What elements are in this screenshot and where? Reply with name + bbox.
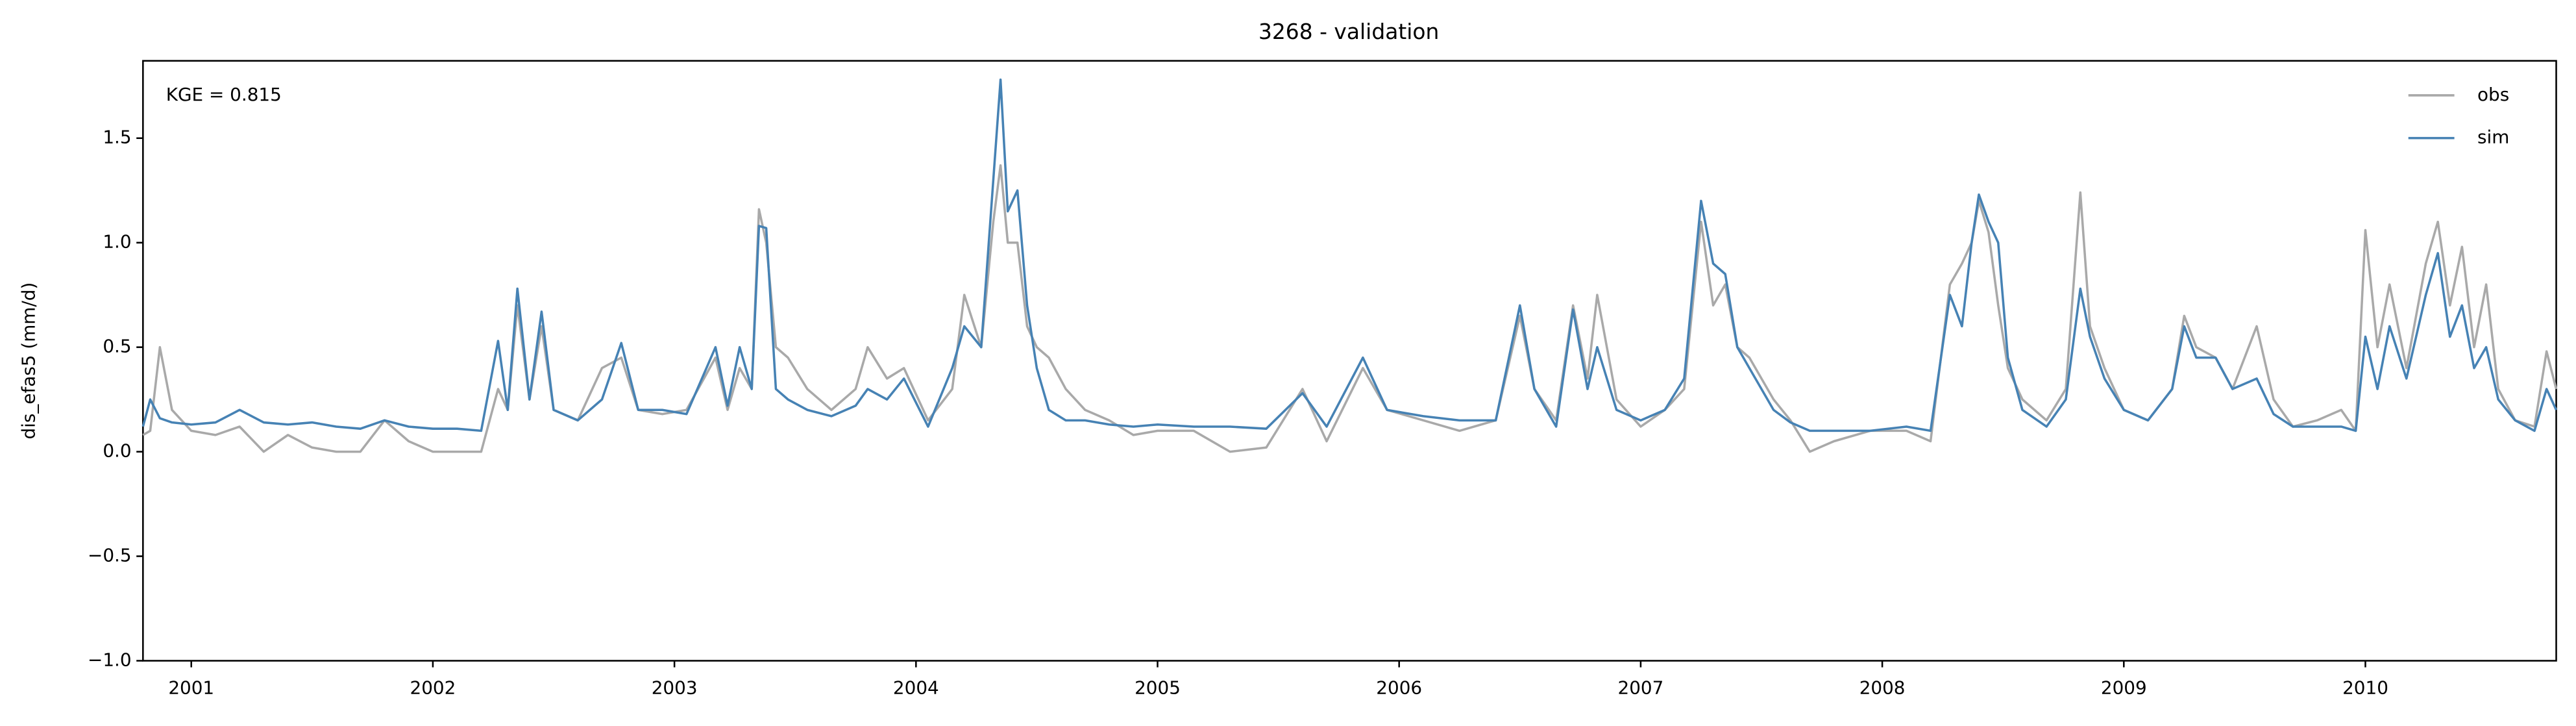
y-tick-label: −1.0 xyxy=(88,649,132,671)
x-tick-label: 2004 xyxy=(893,677,939,699)
series-line xyxy=(142,164,2558,453)
y-axis-label: dis_efas5 (mm/d) xyxy=(18,282,40,440)
y-tick-label: 0.5 xyxy=(103,336,131,357)
x-tick-label: 2009 xyxy=(2101,677,2147,699)
x-tick-label: 2002 xyxy=(410,677,456,699)
x-tick-label: 2008 xyxy=(1859,677,1906,699)
legend-label: sim xyxy=(2477,127,2509,148)
x-tick-label: 2006 xyxy=(1376,677,1422,699)
x-tick-label: 2005 xyxy=(1135,677,1181,699)
annotation: KGE = 0.815 xyxy=(166,84,282,105)
y-tick-label: 0.0 xyxy=(103,440,131,462)
legend-label: obs xyxy=(2477,84,2509,105)
y-tick-label: −0.5 xyxy=(88,545,132,566)
x-tick-label: 2003 xyxy=(652,677,698,699)
x-tick-label: 2001 xyxy=(168,677,214,699)
x-tick-label: 2010 xyxy=(2342,677,2388,699)
y-tick-label: 1.0 xyxy=(103,231,131,253)
series-line xyxy=(141,78,2558,432)
x-tick-label: 2007 xyxy=(1617,677,1663,699)
plot-frame xyxy=(142,60,2557,662)
chart-title: 3268 - validation xyxy=(1258,19,1439,44)
y-tick-label: 1.5 xyxy=(103,127,131,148)
